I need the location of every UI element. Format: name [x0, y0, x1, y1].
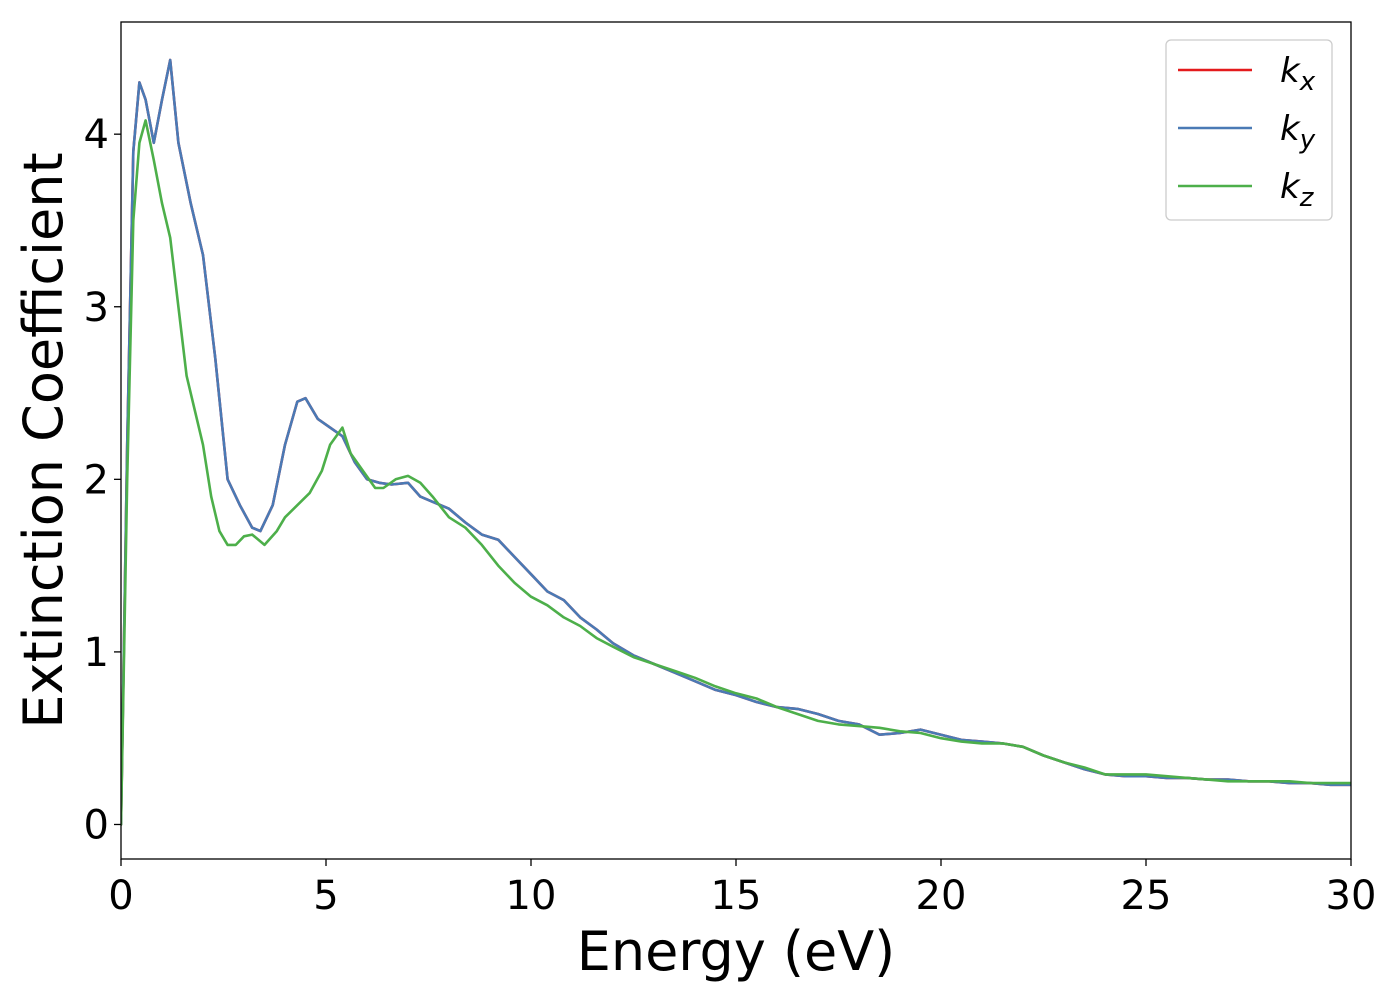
x-tick-label: 0: [108, 873, 133, 919]
x-tick-label: 25: [1121, 873, 1172, 919]
legend-box: [1165, 39, 1333, 221]
legend-label-y: ky: [1280, 109, 1316, 155]
x-tick-label: 30: [1326, 873, 1377, 919]
x-axis-ticks: 0 5 10 15 20 25 30: [108, 859, 1376, 919]
x-tick-label: 20: [916, 873, 967, 919]
x-tick-label: 15: [711, 873, 762, 919]
y-tick-label: 2: [84, 457, 109, 503]
legend: kx ky kz: [1165, 39, 1333, 221]
y-axis-label: Extinction Coefficient: [12, 152, 75, 728]
legend-label-z: kz: [1280, 167, 1315, 213]
y-axis-ticks: 0 1 2 3 4: [84, 112, 121, 848]
y-tick-label: 0: [84, 802, 109, 848]
legend-label-x: kx: [1280, 51, 1316, 97]
y-tick-label: 1: [84, 630, 109, 676]
y-tick-label: 4: [84, 112, 109, 158]
y-tick-label: 3: [84, 285, 109, 331]
series-line-z: [121, 119, 1351, 826]
series-layer: [121, 58, 1351, 826]
x-tick-label: 5: [313, 873, 338, 919]
x-tick-label: 10: [506, 873, 557, 919]
x-axis-label: Energy (eV): [577, 920, 896, 983]
